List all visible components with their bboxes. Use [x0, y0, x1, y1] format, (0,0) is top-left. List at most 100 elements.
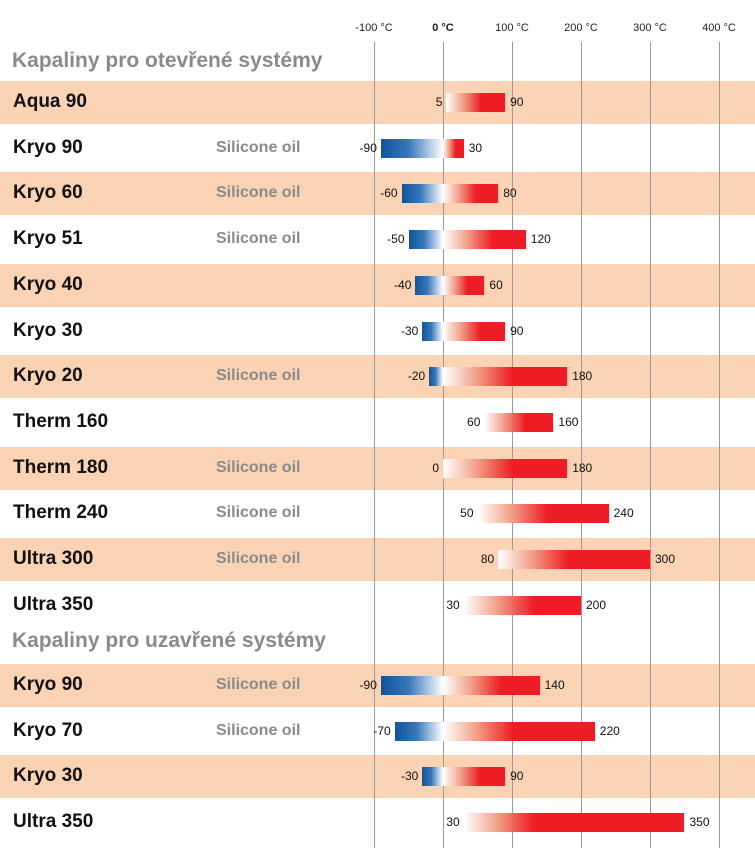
gridline [650, 42, 651, 848]
fluid-type-label: Silicone oil [216, 676, 301, 693]
range-bar-hot [443, 276, 485, 295]
min-temp-label: 5 [435, 95, 443, 109]
range-bar-cold [380, 676, 443, 695]
fluid-name: Kryo 60 [13, 182, 83, 203]
x-tick-label: 200 °C [564, 22, 598, 34]
row-band [0, 264, 755, 307]
range-bar-cold [415, 276, 443, 295]
min-temp-label: -70 [373, 724, 391, 738]
range-bar-hot [443, 184, 499, 203]
row-band [0, 172, 755, 215]
x-tick-label: 0 °C [432, 22, 454, 34]
row-band [0, 127, 755, 170]
max-temp-label: 160 [558, 415, 579, 429]
fluid-type-label: Silicone oil [216, 459, 301, 476]
range-bar-cold [394, 722, 443, 741]
range-bar-hot [484, 413, 554, 432]
section-title: Kapaliny pro uzavřené systémy [12, 629, 326, 652]
gridline [512, 42, 513, 848]
row-band [0, 401, 755, 444]
min-temp-label: -50 [387, 232, 405, 246]
max-temp-label: 350 [689, 815, 710, 829]
max-temp-label: 90 [510, 324, 524, 338]
min-temp-label: -40 [394, 278, 412, 292]
range-bar-hot [446, 93, 506, 112]
fluid-name: Ultra 350 [13, 811, 94, 832]
range-bar-hot [443, 767, 506, 786]
row-band [0, 355, 755, 398]
min-temp-label: 0 [432, 461, 439, 475]
fluid-name: Kryo 90 [13, 137, 83, 158]
fluid-type-label: Silicone oil [216, 722, 301, 739]
gridline [581, 42, 582, 848]
gridline [374, 42, 375, 848]
range-bar-hot [443, 322, 506, 341]
range-bar-hot [463, 596, 581, 615]
range-bar-hot [443, 139, 464, 158]
min-temp-label: -30 [400, 769, 419, 783]
row-band [0, 584, 755, 627]
max-temp-label: 140 [544, 678, 565, 692]
fluid-name: Kryo 20 [13, 365, 83, 386]
max-temp-label: 90 [510, 769, 524, 783]
row-band [0, 447, 755, 490]
range-bar-cold [429, 367, 443, 386]
x-tick-label: 400 °C [702, 22, 736, 34]
row-band [0, 664, 755, 707]
min-temp-label: -30 [400, 324, 419, 338]
row-band [0, 492, 755, 535]
max-temp-label: 240 [613, 506, 634, 520]
x-tick-label: 100 °C [495, 22, 529, 34]
min-temp-label: -60 [380, 186, 398, 200]
min-temp-label: 60 [467, 415, 481, 429]
max-temp-label: 220 [599, 724, 620, 738]
min-temp-label: -90 [359, 141, 377, 155]
max-temp-label: 200 [586, 598, 607, 612]
gridline [719, 42, 720, 848]
fluid-name: Ultra 300 [13, 548, 94, 569]
fluid-type-label: Silicone oil [216, 184, 301, 201]
range-bar-cold [401, 184, 443, 203]
fluid-name: Kryo 70 [13, 720, 83, 741]
fluid-name: Kryo 30 [13, 765, 83, 786]
row-band [0, 81, 755, 124]
min-temp-label: -90 [359, 678, 377, 692]
range-bar-cold [422, 322, 443, 341]
fluid-name: Aqua 90 [13, 91, 87, 112]
min-temp-label: 50 [460, 506, 474, 520]
max-temp-label: 180 [572, 369, 593, 383]
row-band [0, 218, 755, 261]
min-temp-label: 30 [446, 815, 460, 829]
fluid-type-label: Silicone oil [216, 139, 301, 156]
x-tick-label: 300 °C [633, 22, 667, 34]
fluid-name: Kryo 30 [13, 320, 83, 341]
fluid-name: Therm 240 [13, 502, 109, 523]
range-bar-hot [463, 813, 685, 832]
fluid-name: Therm 180 [13, 457, 109, 478]
min-temp-label: 80 [480, 552, 495, 566]
range-bar-hot [443, 722, 595, 741]
max-temp-label: 180 [572, 461, 593, 475]
fluid-name: Kryo 90 [13, 674, 83, 695]
range-bar-hot [477, 504, 609, 523]
range-bar-hot [443, 230, 526, 249]
section-title: Kapaliny pro otevřené systémy [12, 49, 323, 72]
min-temp-label: 30 [446, 598, 460, 612]
max-temp-label: 80 [503, 186, 517, 200]
fluid-name: Kryo 51 [13, 228, 83, 249]
max-temp-label: 60 [489, 278, 503, 292]
fluid-name: Ultra 350 [13, 594, 94, 615]
max-temp-label: 300 [655, 552, 676, 566]
range-bar-hot [443, 676, 540, 695]
gridline [443, 42, 444, 848]
range-bar-hot [443, 367, 568, 386]
range-bar-hot [498, 550, 650, 569]
fluid-type-label: Silicone oil [216, 504, 301, 521]
min-temp-label: -20 [407, 369, 426, 383]
range-bar-hot [443, 459, 568, 478]
row-band [0, 755, 755, 798]
fluid-type-label: Silicone oil [216, 230, 301, 247]
max-temp-label: 30 [468, 141, 483, 155]
fluid-type-label: Silicone oil [216, 367, 301, 384]
